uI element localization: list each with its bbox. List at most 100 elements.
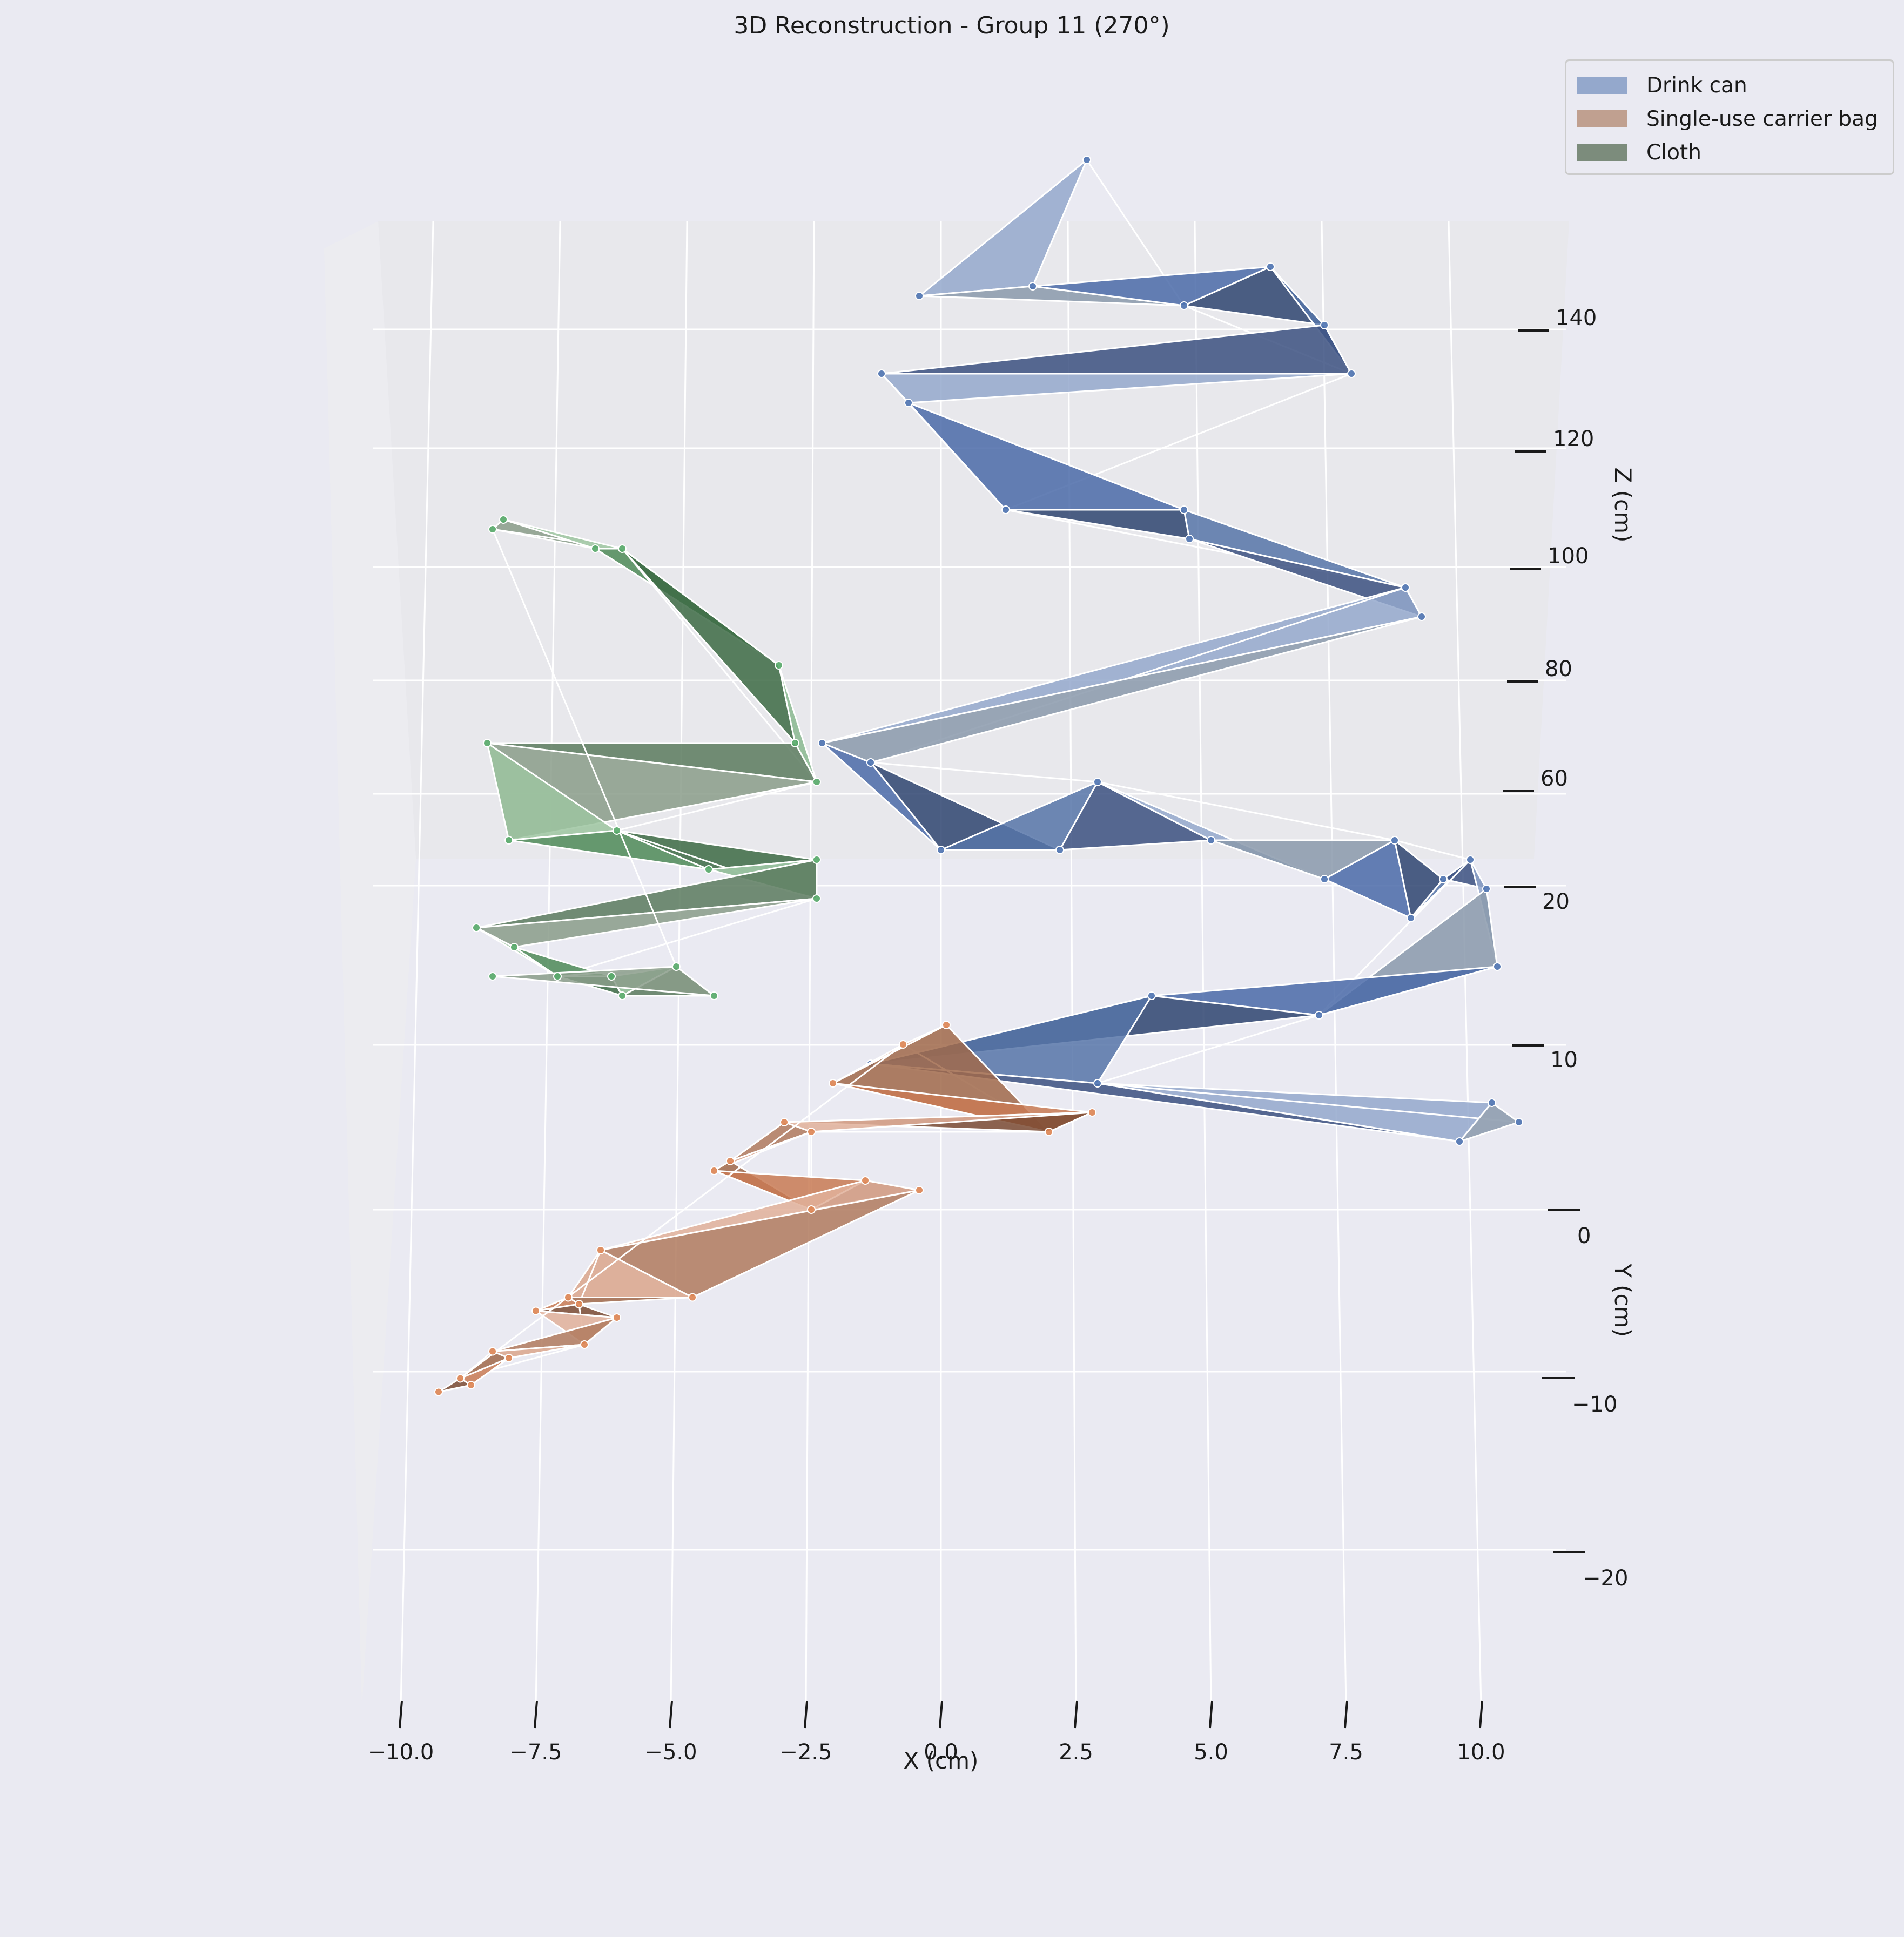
mesh-edge-drink-can [870,761,1098,783]
point-cloth [618,991,627,1000]
point-carrier-bag [575,1300,583,1308]
point-drink-can [1082,156,1091,164]
point-drink-can [1055,846,1064,854]
point-cloth [591,544,600,553]
point-drink-can [1417,612,1426,621]
point-drink-can [1001,505,1010,514]
x-tick-mark [939,1700,943,1729]
point-cloth [812,894,821,903]
mesh-face-drink-can [1458,1102,1520,1143]
z-axis-label: Z (cm) [1610,468,1636,543]
point-drink-can [1455,1137,1464,1146]
point-drink-can [937,846,945,854]
point-cloth [499,515,508,524]
chart-title: 3D Reconstruction - Group 11 (270°) [734,12,1169,39]
axis-panes [324,221,1569,1706]
mesh-face-cloth [492,966,715,997]
mesh-edge-cloth [492,529,677,967]
side-pane [324,221,416,1706]
point-drink-can [1482,885,1491,893]
point-cloth [483,739,492,747]
x-tick-mark [399,1700,403,1729]
z-tick-label: 100 [1548,544,1589,569]
legend-label-carrier-bag: Single-use carrier bag [1646,106,1878,131]
point-cloth [704,865,713,874]
point-carrier-bag [807,1128,816,1136]
grid-line-vertical [1194,221,1212,1707]
point-cloth [472,923,481,932]
point-drink-can [1147,991,1156,1000]
grid-line-vertical [1321,221,1347,1707]
point-drink-can [1315,1011,1323,1020]
point-cloth [812,778,821,786]
legend-label-cloth: Cloth [1646,140,1701,165]
point-cloth [607,972,616,981]
point-drink-can [1180,301,1188,310]
point-cloth [553,972,562,981]
point-drink-can [1347,369,1356,378]
x-tick-mark [669,1700,673,1729]
z-tick-label: 20 [1542,889,1570,914]
point-drink-can [818,739,826,747]
x-tick-mark [804,1700,808,1729]
x-tick-label: −5.0 [644,1740,697,1765]
mesh-edge-drink-can [1394,839,1471,861]
mesh-face-carrier-bag [438,1378,472,1393]
grid-line-vertical [805,221,815,1707]
mesh-surfaces [434,156,1523,1396]
point-drink-can [1185,535,1194,543]
series-cloth [472,515,821,1000]
legend-swatch-drink-can [1577,77,1627,94]
series-carrier-bag [434,1021,1096,1396]
point-cloth [672,962,681,971]
point-cloth [710,991,718,1000]
point-cloth [812,855,821,864]
grid-line-vertical [400,221,434,1707]
legend: Drink can Single-use carrier bag Cloth [1565,59,1894,175]
point-carrier-bag [434,1387,443,1396]
point-drink-can [915,292,924,300]
point-carrier-bag [1045,1128,1053,1136]
point-drink-can [1180,505,1188,514]
point-cloth [504,836,513,845]
z-tick-label: 10 [1550,1048,1578,1072]
point-carrier-bag [688,1293,697,1302]
point-drink-can [1093,1079,1102,1088]
x-tick-label: 10.0 [1457,1740,1505,1765]
point-carrier-bag [596,1246,605,1254]
legend-swatch-carrier-bag [1577,110,1627,127]
x-tick-label: 2.5 [1059,1740,1093,1765]
mesh-edge-cloth [557,897,817,977]
mesh-edge-carrier-bag [460,1043,904,1379]
x-tick-label: 5.0 [1194,1740,1228,1765]
point-carrier-bag [780,1118,789,1126]
mesh-edge-cloth [616,781,817,832]
z-tick-label: 140 [1556,306,1597,330]
point-drink-can [1493,962,1502,971]
x-tick-label: −10.0 [368,1740,434,1765]
mesh-edge-drink-can [1097,1014,1320,1084]
point-drink-can [1407,914,1415,922]
point-drink-can [1401,583,1410,592]
x-axis-label: X (cm) [904,1747,979,1774]
point-drink-can [1207,836,1215,845]
x-tick-mark [534,1700,538,1729]
point-drink-can [1320,875,1329,883]
point-carrier-bag [899,1040,907,1049]
point-cloth [510,943,519,951]
point-drink-can [877,369,886,378]
point-carrier-bag [726,1157,735,1165]
point-drink-can [1320,321,1329,329]
series-drink-can [818,156,1523,1146]
mesh-edge-drink-can [1097,781,1395,841]
point-drink-can [1515,1118,1523,1126]
x-tick-mark [1479,1700,1483,1729]
legend-label-drink-can: Drink can [1646,73,1747,98]
y-tick-label: 0 [1577,1224,1591,1248]
point-cloth [488,972,497,981]
point-carrier-bag [807,1205,816,1214]
x-tick-label: −7.5 [509,1740,562,1765]
axis-ticks: −10.0 −7.5 −5.0 −2.5 0.0 2.5 5.0 7.5 10.0 140 120 1… [368,306,1629,1765]
point-drink-can [1266,262,1275,271]
